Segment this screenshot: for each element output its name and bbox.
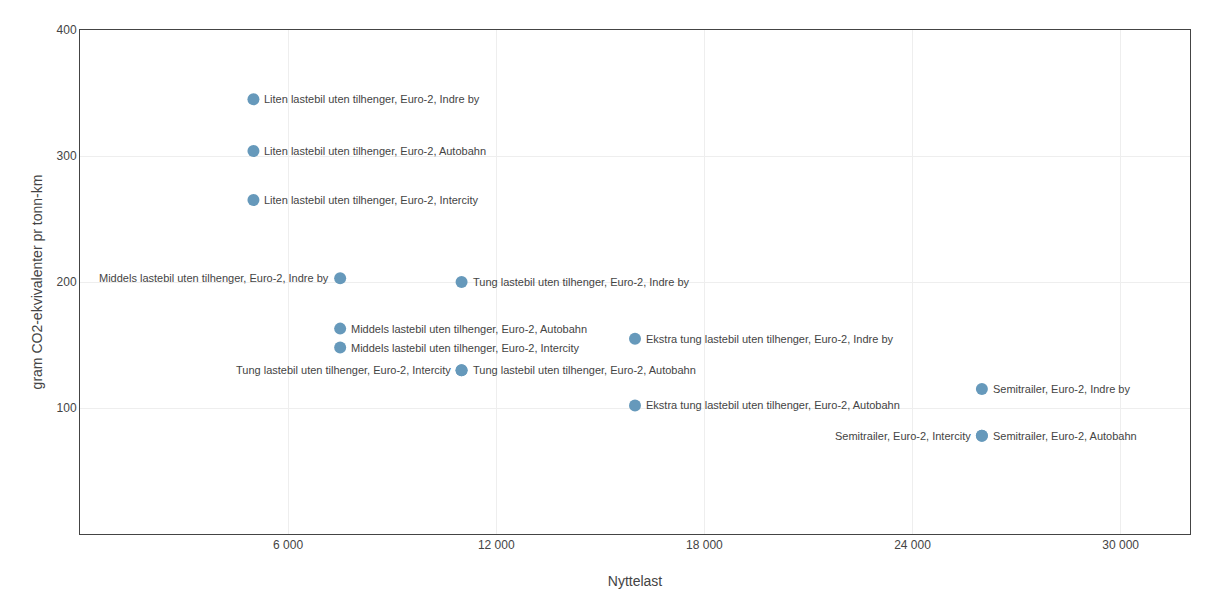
svg-text:Tung lastebil uten tilhenger,: Tung lastebil uten tilhenger, Euro-2, In…: [473, 276, 690, 288]
svg-text:100: 100: [57, 401, 77, 415]
svg-text:6 000: 6 000: [273, 538, 303, 552]
svg-text:Liten lastebil uten tilhenger,: Liten lastebil uten tilhenger, Euro-2, I…: [264, 93, 480, 105]
svg-text:Middels lastebil uten tilhenge: Middels lastebil uten tilhenger, Euro-2,…: [351, 323, 587, 335]
svg-text:Middels lastebil uten tilhenge: Middels lastebil uten tilhenger, Euro-2,…: [351, 342, 580, 354]
svg-text:18 000: 18 000: [686, 538, 723, 552]
svg-text:Ekstra tung lastebil uten tilh: Ekstra tung lastebil uten tilhenger, Eur…: [646, 399, 900, 411]
svg-text:Tung lastebil uten tilhenger,: Tung lastebil uten tilhenger, Euro-2, In…: [236, 364, 451, 376]
svg-text:Semitrailer, Euro-2, Indre by: Semitrailer, Euro-2, Indre by: [993, 383, 1130, 395]
svg-text:Tung lastebil uten tilhenger,: Tung lastebil uten tilhenger, Euro-2, Au…: [473, 364, 696, 376]
svg-text:Liten lastebil uten tilhenger,: Liten lastebil uten tilhenger, Euro-2, A…: [264, 145, 486, 157]
svg-text:200: 200: [57, 275, 77, 289]
svg-text:Nyttelast: Nyttelast: [608, 573, 663, 589]
svg-text:Semitrailer, Euro-2, Intercity: Semitrailer, Euro-2, Intercity: [835, 430, 971, 442]
svg-text:Ekstra tung lastebil uten tilh: Ekstra tung lastebil uten tilhenger, Eur…: [646, 333, 894, 345]
svg-text:24 000: 24 000: [894, 538, 931, 552]
svg-text:Middels lastebil uten tilhenge: Middels lastebil uten tilhenger, Euro-2,…: [99, 272, 329, 284]
svg-text:Liten lastebil uten tilhenger,: Liten lastebil uten tilhenger, Euro-2, I…: [264, 194, 479, 206]
svg-text:300: 300: [57, 149, 77, 163]
svg-text:gram CO2-ekvivalenter pr tonn-: gram CO2-ekvivalenter pr tonn-km: [29, 175, 45, 390]
svg-text:400: 400: [57, 23, 77, 37]
svg-text:12 000: 12 000: [478, 538, 515, 552]
svg-text:30 000: 30 000: [1102, 538, 1139, 552]
svg-text:Semitrailer, Euro-2, Autobahn: Semitrailer, Euro-2, Autobahn: [993, 430, 1137, 442]
